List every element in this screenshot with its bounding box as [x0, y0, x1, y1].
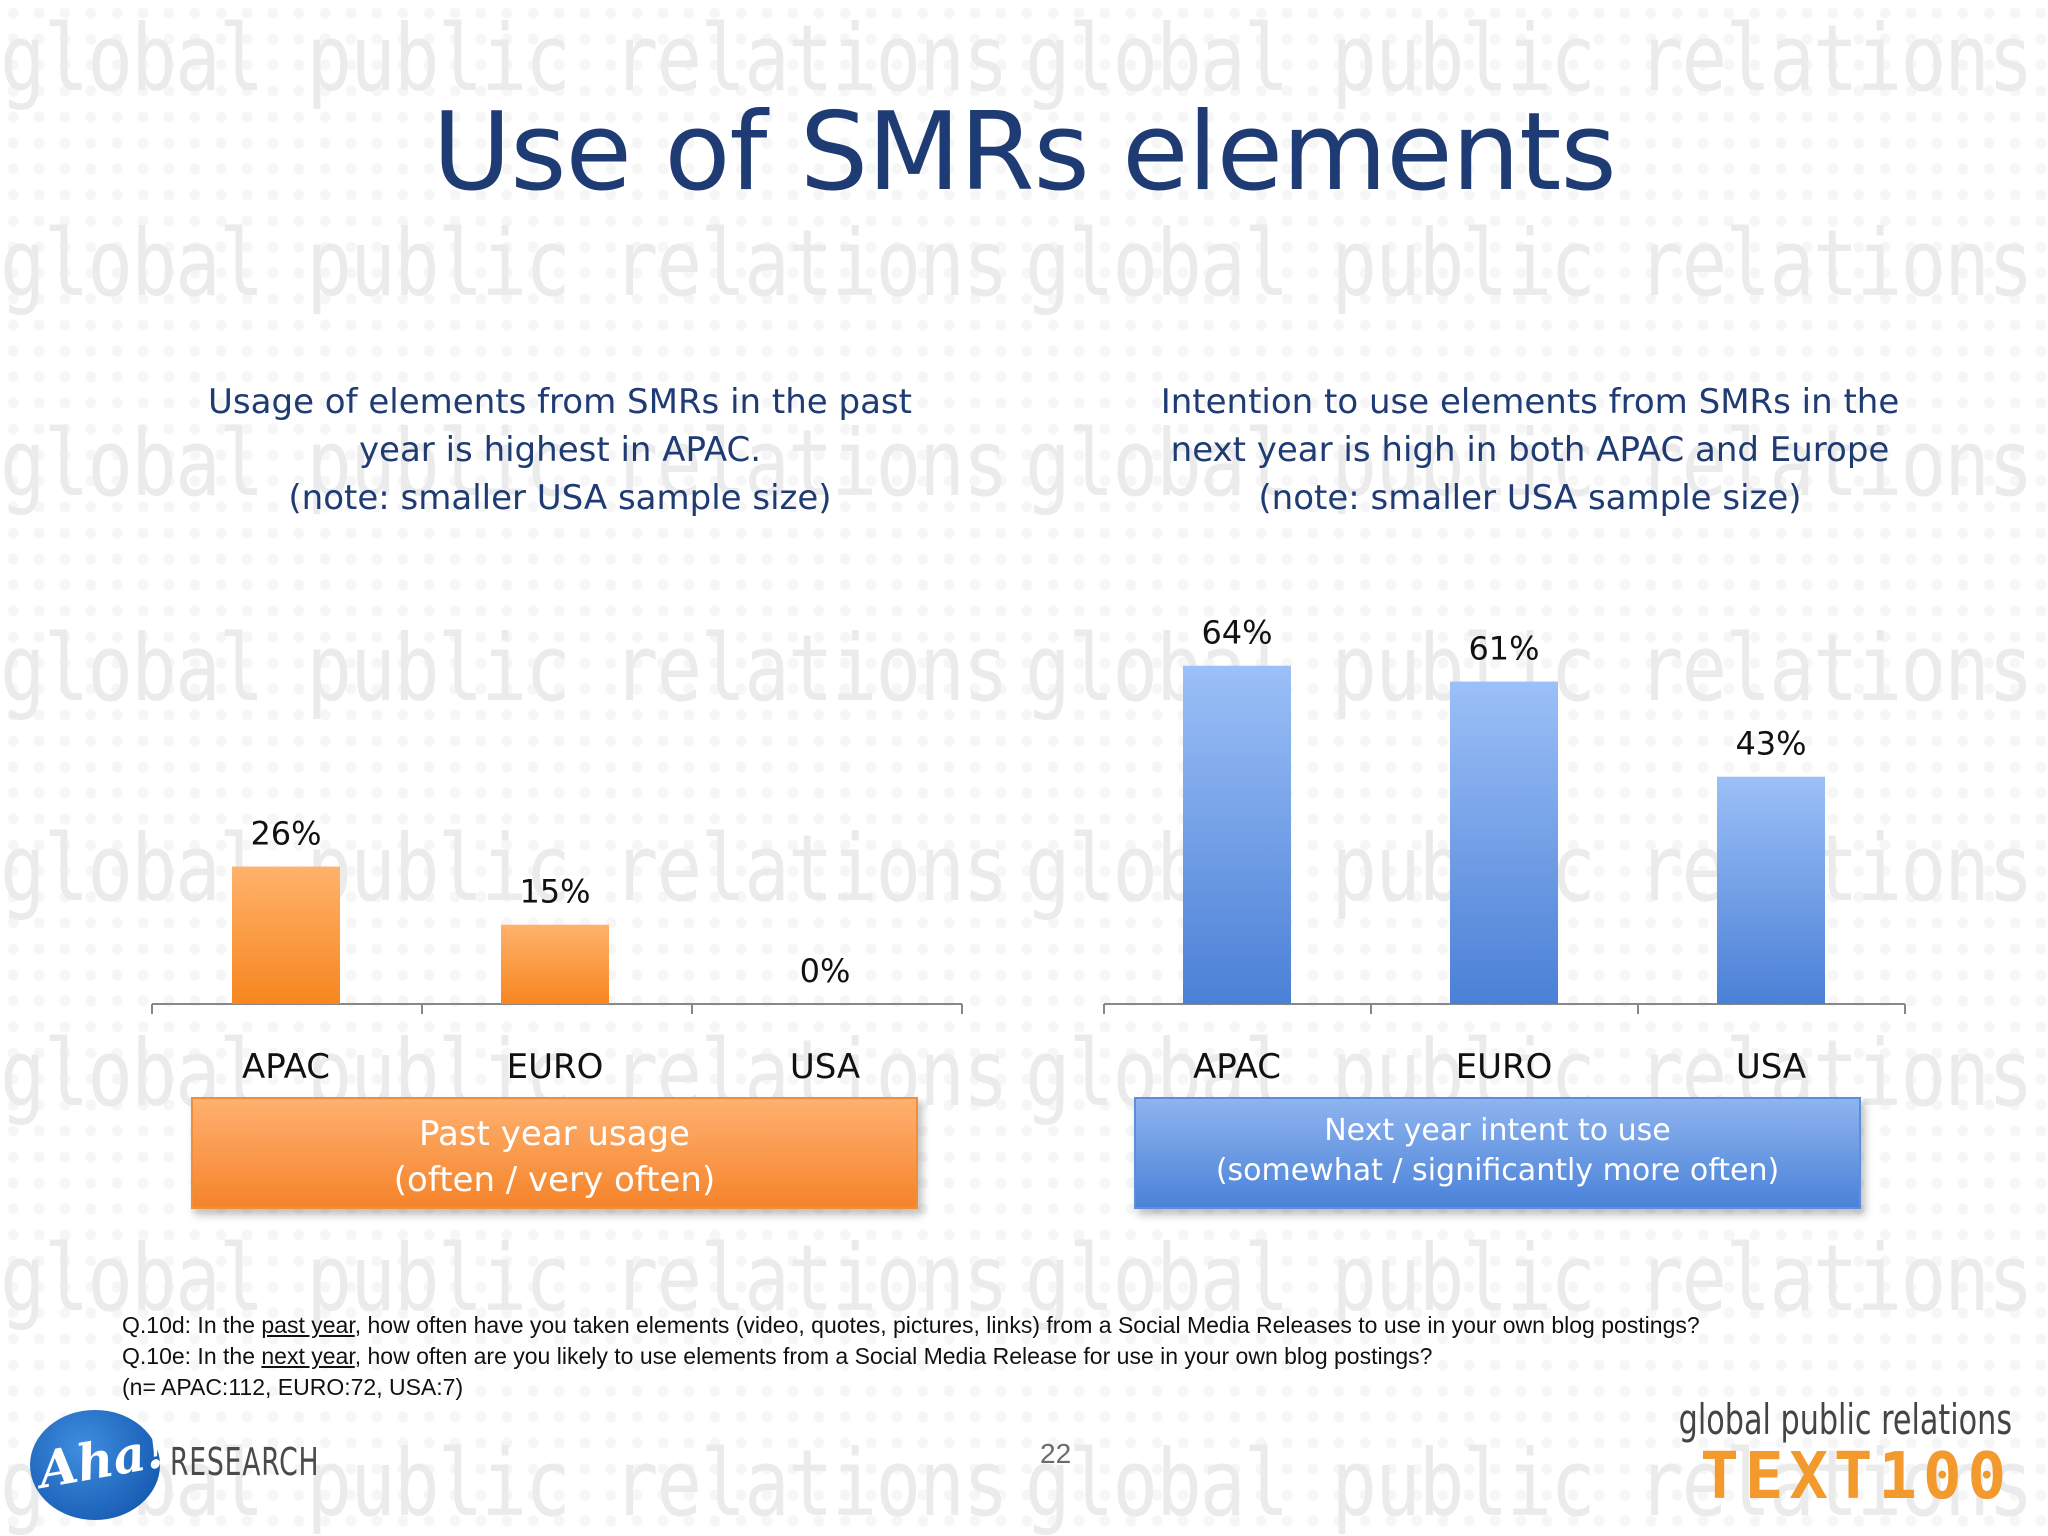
- footnote-line-2: Q.10e: In the next year, how often are y…: [122, 1341, 1700, 1372]
- right-subtitle-line-3: (note: smaller USA sample size): [1258, 478, 1802, 518]
- left-data-label-usa: 0%: [800, 952, 851, 990]
- watermark-text: global public relations: [1025, 1430, 2034, 1536]
- left-category-label-usa: USA: [790, 1047, 860, 1087]
- aha-logo-circle: [30, 1410, 160, 1520]
- right-category-label-usa: USA: [1736, 1047, 1806, 1087]
- left-subtitle-line-2: year is highest in APAC.: [358, 430, 762, 470]
- right-data-label-apac: 64%: [1201, 614, 1272, 652]
- watermark-text: global public relations: [0, 1225, 1009, 1332]
- watermark-text: global public relations: [0, 1430, 1009, 1536]
- watermark-text: global public relations: [1025, 410, 2034, 517]
- aha-logo-word: RESEARCH: [170, 1440, 320, 1484]
- right-legend-line-1: Next year intent to use: [1324, 1113, 1671, 1148]
- footnote-1-suffix: , how often have you taken elements (vid…: [354, 1312, 1700, 1338]
- right-data-label-usa: 43%: [1735, 725, 1806, 763]
- left-chart-subtitle: Usage of elements from SMRs in the past …: [180, 378, 940, 522]
- right-bar-euro: [1450, 681, 1558, 1004]
- right-subtitle-line-1: Intention to use elements from SMRs in t…: [1160, 382, 1900, 422]
- right-chart-subtitle: Intention to use elements from SMRs in t…: [1150, 378, 1910, 522]
- watermark-text: global public relations: [0, 410, 1009, 517]
- left-bar-chart: 26% APAC 15% EURO 0% USA: [151, 815, 963, 1087]
- left-category-label-euro: EURO: [507, 1047, 604, 1087]
- brand-logo-text: TEXT100: [1700, 1440, 2012, 1514]
- watermark-text: global public relations: [0, 815, 1009, 922]
- text100-brand: global public relations TEXT100: [1549, 1395, 2012, 1514]
- watermark-text: global public relations: [1025, 210, 2034, 317]
- watermark-text: global public relations: [1025, 5, 2034, 112]
- left-data-label-apac: 26%: [250, 815, 321, 853]
- watermark-text: global public relations: [0, 210, 1009, 317]
- footnote-2-underlined: next year: [261, 1343, 355, 1369]
- left-category-label-apac: APAC: [242, 1047, 330, 1087]
- footnote-2-suffix: , how often are you likely to use elemen…: [354, 1343, 1433, 1369]
- aha-research-logo: Aha! RESEARCH: [30, 1410, 319, 1520]
- footnote-1-prefix: Q.10d: In the: [122, 1312, 262, 1338]
- left-bar-apac: [232, 866, 340, 1004]
- page-number: 22: [1040, 1438, 1072, 1469]
- right-legend-line-2: (somewhat / significantly more often): [1215, 1153, 1780, 1188]
- footnote-line-1: Q.10d: In the past year, how often have …: [122, 1310, 1700, 1341]
- page-title: Use of SMRs elements: [432, 90, 1617, 215]
- watermark-text: global public relations: [0, 5, 1009, 112]
- right-bar-apac: [1183, 665, 1291, 1004]
- left-bar-euro: [501, 924, 609, 1004]
- right-bar-usa: [1717, 776, 1825, 1004]
- footnote-line-3: (n= APAC:112, EURO:72, USA:7): [122, 1374, 464, 1400]
- right-bar-chart: 64% APAC 61% EURO 43% USA: [1103, 614, 1906, 1087]
- left-subtitle-line-3: (note: smaller USA sample size): [288, 478, 832, 518]
- watermark-text: global public relations: [1025, 1225, 2034, 1332]
- right-category-label-euro: EURO: [1456, 1047, 1553, 1087]
- footnote-1-underlined: past year: [261, 1312, 355, 1338]
- right-category-label-apac: APAC: [1193, 1047, 1281, 1087]
- left-legend-line-1: Past year usage: [419, 1114, 690, 1154]
- footnote: Q.10d: In the past year, how often have …: [122, 1310, 1700, 1403]
- watermark-text: global public relations: [0, 615, 1009, 722]
- right-data-label-euro: 61%: [1468, 630, 1539, 668]
- footnote-2-prefix: Q.10e: In the: [122, 1343, 262, 1369]
- right-subtitle-line-2: next year is high in both APAC and Europ…: [1170, 430, 1890, 470]
- left-subtitle-line-1: Usage of elements from SMRs in the past: [208, 382, 912, 422]
- left-data-label-euro: 15%: [519, 873, 590, 911]
- right-legend-box: Next year intent to use (somewhat / sign…: [1134, 1097, 1861, 1209]
- left-legend-box: Past year usage (often / very often): [191, 1097, 918, 1209]
- left-legend-line-2: (often / very often): [393, 1160, 716, 1200]
- brand-tagline: global public relations: [1678, 1395, 2012, 1444]
